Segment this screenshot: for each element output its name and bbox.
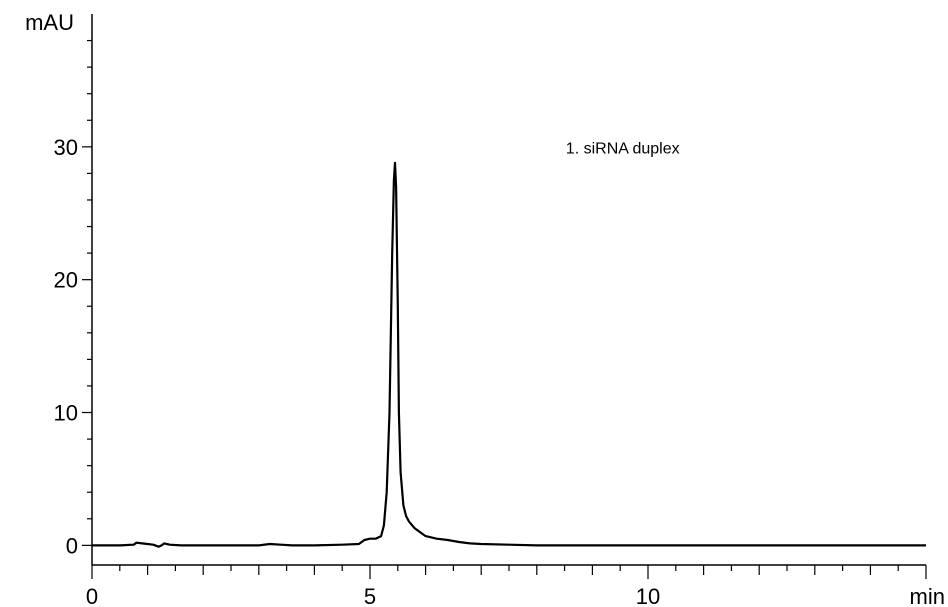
y-tick-label: 10 [54,401,78,426]
axes [91,14,926,566]
axis-ticks [82,39,927,579]
x-axis-unit-label: min [910,584,945,607]
y-tick-label: 30 [54,135,78,160]
x-tick-label: 0 [86,584,98,607]
y-axis-unit-label: mAU [25,10,74,35]
x-tick-label: 5 [364,584,376,607]
y-tick-label: 0 [66,533,78,558]
series-line [92,161,926,548]
y-tick-label: 20 [54,268,78,293]
tick-labels: 0 10 20 30 0 5 10 [54,135,661,607]
peak-annotation: 1. siRNA duplex [566,140,680,157]
x-tick-label: 10 [636,584,660,607]
